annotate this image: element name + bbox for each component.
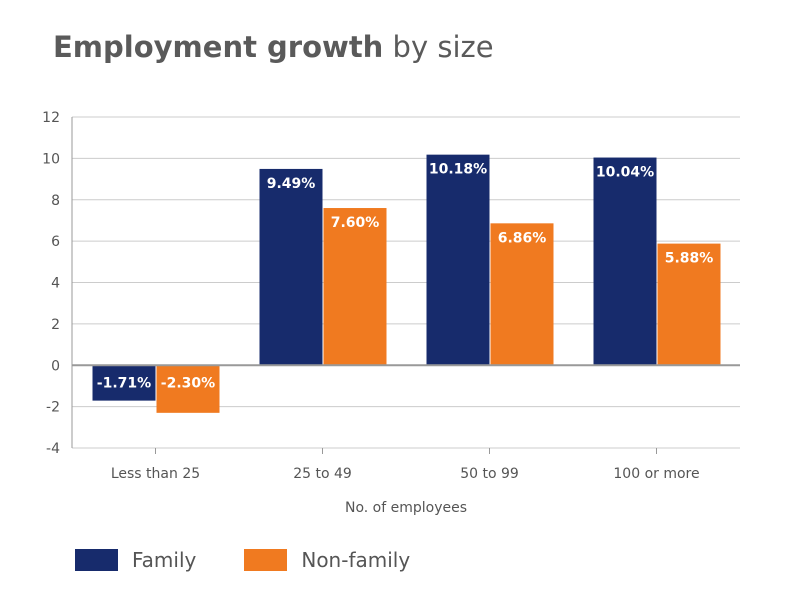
bar-family [92,365,156,401]
x-axis-title: No. of employees [345,500,467,516]
x-tick-label: 100 or more [613,466,699,482]
y-tick-label: 10 [42,151,60,167]
bar-family [426,154,490,366]
data-label: -2.30% [161,375,215,391]
bar-nonfamily [657,243,721,366]
data-label: 7.60% [331,215,380,231]
bar-chart: 12 10 8 6 4 2 0 -2 -4 -1.71% -2.30% Less than 25 9.4… [42,110,740,516]
data-label: 9.49% [267,176,316,192]
data-label: 5.88% [665,251,714,267]
legend-item-family: Family [75,548,196,572]
bar-family [593,157,657,366]
y-tick-label: 6 [51,234,60,250]
y-tick-label: -4 [46,441,60,457]
data-label: -1.71% [97,375,151,391]
bar-nonfamily [490,223,554,366]
y-tick-label: 2 [51,317,60,333]
bar-nonfamily [323,208,387,366]
bar-nonfamily [156,365,220,413]
x-tick-label: 50 to 99 [460,466,519,482]
x-tick-label: 25 to 49 [293,466,352,482]
chart-title: Employment growth by size [53,30,494,64]
y-tick-label: 12 [42,110,60,126]
y-tick-label: 4 [51,276,60,292]
legend-label-nonfamily: Non-family [301,548,411,572]
data-label: 6.86% [498,230,547,246]
data-label: 10.18% [429,162,487,178]
y-tick-label: 0 [51,358,60,374]
legend: Family Non-family [75,548,458,572]
y-tick-label: -2 [46,400,60,416]
x-tick-label: Less than 25 [111,466,200,482]
chart-title-bold: Employment growth [53,30,384,64]
bar-family [259,168,323,366]
legend-item-nonfamily: Non-family [244,548,410,572]
y-tick-label: 8 [51,193,60,209]
data-label: 10.04% [596,165,654,181]
legend-swatch-family [75,549,118,571]
legend-label-family: Family [132,548,197,572]
legend-swatch-nonfamily [244,549,288,571]
chart-title-light: by size [392,30,494,64]
